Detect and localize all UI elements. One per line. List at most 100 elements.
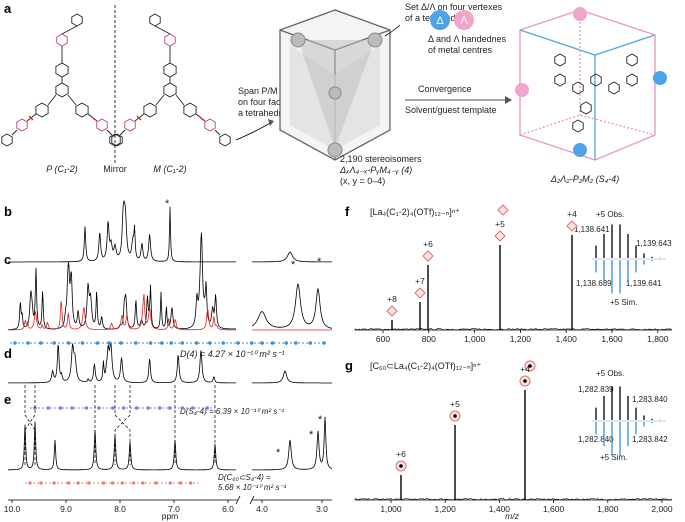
dosy-dot [66,341,71,345]
x-tick-label: 9.0 [60,504,72,514]
mass: 1,283.840 [632,395,668,404]
panel-label: g [345,358,353,373]
diamond [566,220,578,232]
ring [109,133,121,147]
marker-dot [528,364,532,368]
x-tick-label: 1,800 [647,334,669,344]
star: * [309,429,314,441]
spectrum [252,251,332,263]
x-tick-label: 1,200 [510,334,532,344]
dosy-dot [168,481,173,485]
diamond [497,204,509,216]
dosy-dot [110,481,115,485]
correlation [24,385,36,465]
formula: [La₄(C₁-2)₄(OTf)₁₂₋ₙ]ⁿ⁺ [370,207,460,217]
correlation [114,385,131,465]
axis-label: ppm [162,511,179,521]
ring [149,13,161,27]
dosy-dot [208,341,212,345]
inset-label: +5 Sim. [610,298,637,307]
baseline-noise [354,498,672,501]
ring [55,82,69,98]
bond [11,25,113,136]
dosy-dot [70,406,74,410]
dosy-dot [46,406,51,410]
formula: [C₆₀⊂La₄(C₁-2)₄(OTf)₁₂₋ₙ]ⁿ⁺ [370,361,481,371]
ring [580,101,592,115]
dosy-dot [148,341,153,345]
charge-label: +8 [387,294,397,304]
arrow [235,121,273,141]
dosy-dot [322,341,326,345]
cube-vertex [290,32,383,158]
panel-label: c [4,252,11,267]
charge-label: +5 [450,399,460,409]
ring [56,33,68,47]
ring [572,81,584,95]
ring [204,118,216,132]
dosy-dot [134,341,138,345]
dosy-dot [28,481,32,485]
ring [626,53,638,67]
dosy-dot [26,341,30,345]
x-tick-label: 3.0 [316,504,328,514]
correlation [24,385,36,465]
dosy-dot [95,341,100,345]
ring [163,82,177,98]
star: * [291,259,296,271]
mass: 1,282.839 [578,385,614,394]
note: Set Δ/Λ on four vertexes [405,2,503,12]
ring [572,119,584,133]
dosy-dot [146,406,151,410]
ring [16,118,28,132]
arrow [384,24,401,37]
dosy-dot [188,481,193,485]
spectrum [8,421,236,471]
product-label: Δ₂Λ₂-P₂M₂ (S₄-4) [550,174,619,184]
charge-label: +5 [495,219,505,229]
panel-label: f [345,204,350,219]
dosy-dot [39,341,43,345]
dosy-dot [180,406,185,410]
dosy-dot [154,481,158,485]
dosy-dot [308,341,313,345]
stereo-mark [28,115,96,121]
spectrum [8,199,236,263]
span-text: on four faces of [238,97,301,107]
spectrum [8,293,236,331]
delta-badge [430,10,450,30]
baseline-noise [354,328,672,331]
dosy-dot [39,481,43,485]
bond [119,25,221,136]
stereo-mark [136,115,204,121]
template: Solvent/guest template [405,105,497,115]
charge-label: +4 [520,364,530,374]
convergence: Convergence [418,84,472,94]
ring [71,13,83,27]
stereo: 2,190 stereoisomers [340,154,422,164]
x-tick-label: 10.0 [4,504,21,514]
x-tick-label: 1,400 [556,334,578,344]
ring [163,62,177,78]
x-tick-label: 1,000 [464,334,486,344]
arrow-head [268,119,274,126]
ring [590,73,602,87]
x-tick-label: 6.0 [222,504,234,514]
axis-break [235,495,255,505]
handedness: Δ and Λ handednes [428,34,507,44]
mass: 1,282.840 [578,435,614,444]
dosy-dot [52,481,56,485]
inset-label: +5 Obs. [596,210,624,219]
dosy-dot [134,406,139,410]
dosy-dot [58,406,63,410]
charge-label: +6 [423,239,433,249]
lambda-badge [454,10,474,30]
dosy-dot [260,341,264,345]
ring [183,102,197,118]
star: * [165,198,170,210]
charge-label: +4 [567,209,577,219]
inset-label: +5 Sim. [600,453,627,462]
dosy-dot [107,341,111,345]
inset-label: +5 Obs. [596,369,624,378]
